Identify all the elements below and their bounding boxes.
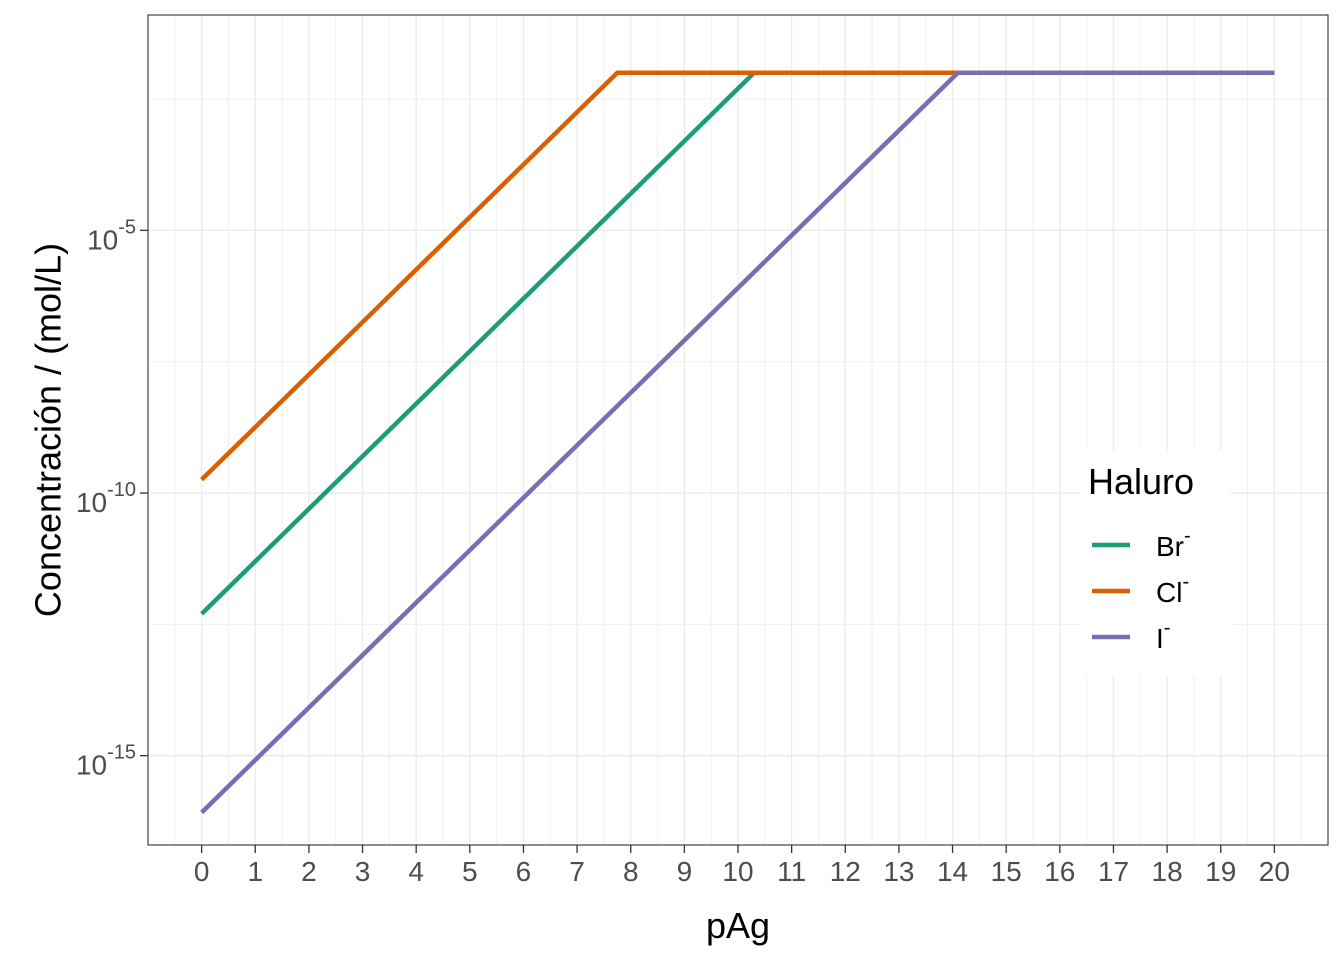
y-tick-label: 10-10	[76, 479, 136, 518]
x-tick-label: 2	[301, 856, 317, 887]
x-tick-label: 6	[516, 856, 532, 887]
y-tick-label: 10-15	[76, 742, 136, 781]
legend-title: Haluro	[1088, 461, 1194, 502]
minor-grid	[148, 15, 1328, 845]
x-tick-label: 20	[1259, 856, 1290, 887]
x-tick-label: 10	[722, 856, 753, 887]
x-tick-label: 15	[991, 856, 1022, 887]
legend-label: Cl-	[1156, 571, 1189, 608]
x-tick-label: 16	[1044, 856, 1075, 887]
x-tick-label: 9	[677, 856, 693, 887]
y-axis-ticks: 10-5 10-10 10-15	[76, 216, 148, 781]
x-tick-label: 3	[355, 856, 371, 887]
x-tick-label: 19	[1205, 856, 1236, 887]
x-tick-label: 18	[1152, 856, 1183, 887]
x-axis-title: pAg	[706, 905, 770, 946]
x-tick-label: 5	[462, 856, 478, 887]
x-tick-label: 7	[569, 856, 585, 887]
x-tick-label: 4	[408, 856, 424, 887]
series-line-I	[200, 70, 1275, 815]
x-tick-label: 11	[777, 856, 806, 887]
x-tick-label: 1	[247, 856, 263, 887]
y-tick-label: 10-5	[87, 216, 136, 255]
x-axis-ticks: 0 1 2 3 4 5 6 7 8 9 10 11 12 13 14 15 16 17 18 19 20	[194, 845, 1290, 887]
y-axis-title: Concentración / (mol/L)	[28, 243, 69, 617]
series-lines	[200, 70, 1275, 815]
legend-label: I-	[1156, 617, 1170, 654]
x-tick-label: 13	[883, 856, 914, 887]
x-tick-label: 8	[623, 856, 639, 887]
x-tick-label: 17	[1098, 856, 1129, 887]
legend: Haluro Br- Cl- I-	[1080, 450, 1230, 675]
x-tick-label: 0	[194, 856, 210, 887]
legend-label: Br-	[1156, 525, 1191, 562]
x-tick-label: 12	[830, 856, 861, 887]
major-grid	[148, 15, 1328, 845]
x-tick-label: 14	[937, 856, 968, 887]
